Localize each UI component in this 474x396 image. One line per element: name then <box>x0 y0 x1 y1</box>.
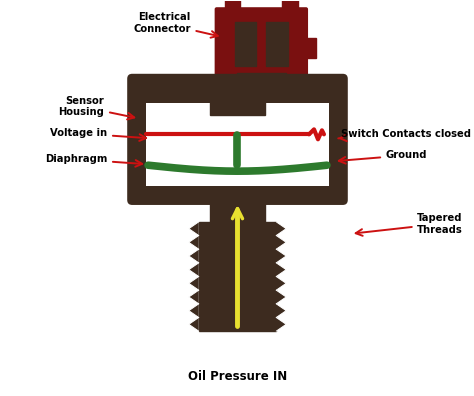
Text: Oil Pressure IN: Oil Pressure IN <box>188 370 287 383</box>
Polygon shape <box>276 236 286 249</box>
Bar <box>282 0 298 11</box>
Text: Switch Contacts closed: Switch Contacts closed <box>338 129 471 141</box>
Text: Voltage in: Voltage in <box>50 128 146 141</box>
Bar <box>199 222 276 331</box>
Polygon shape <box>189 263 199 276</box>
Polygon shape <box>189 236 199 249</box>
Text: Ground: Ground <box>339 150 427 164</box>
Polygon shape <box>189 290 199 304</box>
FancyBboxPatch shape <box>215 7 308 78</box>
Polygon shape <box>276 276 286 290</box>
Polygon shape <box>276 290 286 304</box>
Polygon shape <box>189 222 199 236</box>
Bar <box>146 103 329 186</box>
Bar <box>235 22 256 66</box>
Text: Diaphragm: Diaphragm <box>45 154 142 167</box>
Polygon shape <box>276 304 286 318</box>
Bar <box>266 22 288 66</box>
Polygon shape <box>276 249 286 263</box>
Polygon shape <box>276 263 286 276</box>
FancyBboxPatch shape <box>127 74 348 205</box>
Text: Tapered
Threads: Tapered Threads <box>356 213 463 236</box>
Bar <box>210 200 265 222</box>
Polygon shape <box>189 276 199 290</box>
Bar <box>237 73 286 79</box>
Text: Sensor
Housing: Sensor Housing <box>58 96 134 120</box>
Polygon shape <box>276 318 286 331</box>
Polygon shape <box>189 304 199 318</box>
Bar <box>225 0 240 11</box>
Polygon shape <box>276 222 286 236</box>
Bar <box>210 93 265 114</box>
Text: Electrical
Connector: Electrical Connector <box>133 12 218 38</box>
Polygon shape <box>189 318 199 331</box>
Polygon shape <box>189 249 199 263</box>
Bar <box>306 38 316 58</box>
